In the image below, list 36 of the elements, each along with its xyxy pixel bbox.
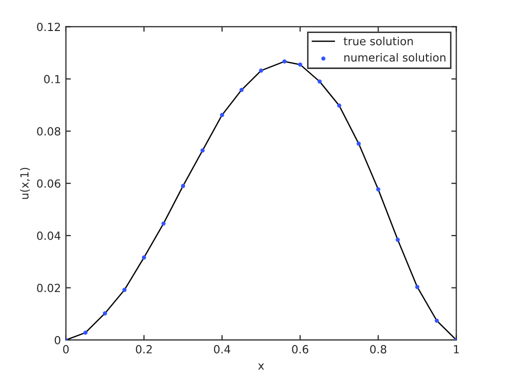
x-tick-label: 0.4	[214, 345, 230, 354]
point	[200, 148, 205, 153]
point	[161, 221, 166, 226]
point	[259, 68, 264, 73]
point	[356, 142, 361, 146]
x-tick-label: 0.6	[292, 345, 308, 354]
y-tick-label: 0.04	[37, 232, 60, 240]
y-tick-label: 0.1	[44, 74, 60, 84]
y-tick-label: 0.12	[37, 22, 60, 32]
point	[220, 112, 224, 118]
y-tick-label: 0	[54, 336, 60, 344]
point	[240, 88, 244, 92]
x-axis-title: x	[258, 364, 264, 370]
point	[376, 187, 380, 192]
point	[282, 59, 287, 64]
point	[396, 238, 400, 242]
legend-label: true solution	[344, 36, 413, 46]
point	[298, 62, 302, 67]
x-tick-label: 0	[63, 345, 69, 354]
y-tick-label: 0.02	[37, 284, 60, 292]
point	[180, 184, 186, 188]
point	[415, 284, 420, 290]
x-tick-label: 0.2	[136, 345, 152, 354]
point	[434, 318, 439, 323]
y-axis-title: u(x,1)	[20, 168, 30, 199]
point	[142, 255, 146, 260]
y-tick-label: 0.08	[37, 127, 60, 136]
point	[337, 103, 342, 108]
point	[122, 288, 127, 292]
x-tick-label: 1	[454, 345, 459, 354]
point	[83, 330, 88, 335]
y-tick-label: 0.06	[37, 179, 60, 188]
legend-label: numerical solution	[344, 53, 446, 62]
point	[318, 79, 322, 84]
point	[102, 311, 108, 316]
x-tick-label: 0.8	[370, 345, 386, 354]
